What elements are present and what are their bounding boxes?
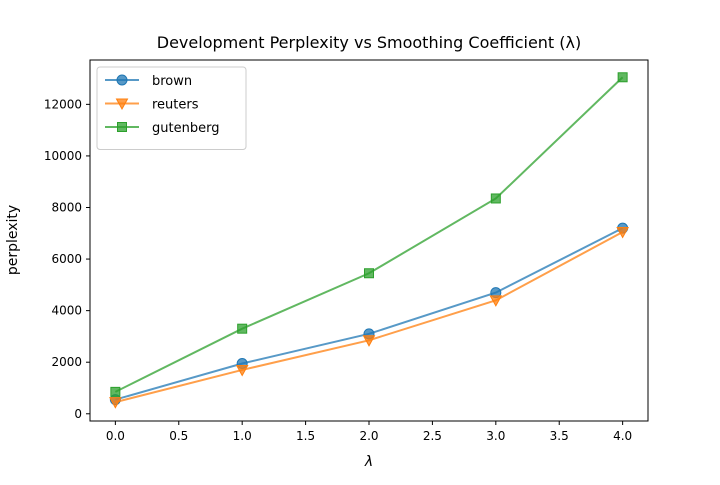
legend-marker-reuters bbox=[115, 98, 129, 111]
y-tick-label: 10000 bbox=[44, 149, 82, 163]
legend-label-brown: brown bbox=[152, 74, 192, 89]
plot-layer: 0.0 0.5 1.0 1.5 2.0 2.5 3.0 3.5 4.0 0 2000 4000 6000… bbox=[44, 59, 649, 443]
data-point-reuters bbox=[235, 364, 249, 377]
data-point-gutenberg bbox=[617, 72, 628, 83]
x-tick-label: 3.0 bbox=[486, 429, 505, 443]
legend-label-reuters: reuters bbox=[152, 98, 199, 113]
x-tick-label: 1.5 bbox=[296, 429, 315, 443]
y-tick-label: 12000 bbox=[44, 97, 82, 111]
y-tick-label: 6000 bbox=[51, 252, 82, 266]
data-point-gutenberg bbox=[237, 323, 248, 334]
y-axis-label: perplexity bbox=[5, 205, 21, 275]
data-point-reuters bbox=[616, 226, 629, 239]
legend-label-gutenberg: gutenberg bbox=[152, 121, 219, 136]
y-tick-label: 8000 bbox=[51, 200, 82, 214]
legend-marker-gutenberg bbox=[117, 122, 127, 132]
data-point-reuters bbox=[362, 335, 376, 347]
y-tick-label: 4000 bbox=[51, 304, 82, 318]
x-tick-label: 4.0 bbox=[613, 429, 632, 443]
x-tick-label: 0.0 bbox=[106, 429, 125, 443]
legend: brown reuters gutenberg bbox=[96, 66, 247, 150]
plot-frame bbox=[89, 59, 649, 422]
x-tick-label: 1.0 bbox=[233, 429, 252, 443]
x-axis-label: λ bbox=[364, 454, 373, 470]
legend-marker-brown bbox=[116, 74, 128, 86]
data-point-reuters bbox=[489, 295, 503, 307]
x-tick-label: 3.5 bbox=[550, 429, 569, 443]
y-tick-label: 0 bbox=[74, 407, 82, 421]
data-point-reuters bbox=[109, 397, 122, 409]
chart-title: Development Perplexity vs Smoothing Coef… bbox=[157, 33, 581, 52]
legend-box bbox=[96, 66, 247, 150]
x-tick-label: 2.0 bbox=[359, 429, 378, 443]
x-tick-label: 0.5 bbox=[169, 429, 188, 443]
data-point-gutenberg bbox=[490, 193, 501, 204]
x-tick-label: 2.5 bbox=[423, 429, 442, 443]
y-tick-label: 2000 bbox=[51, 355, 82, 369]
data-point-gutenberg bbox=[110, 386, 121, 397]
data-point-gutenberg bbox=[364, 268, 374, 279]
